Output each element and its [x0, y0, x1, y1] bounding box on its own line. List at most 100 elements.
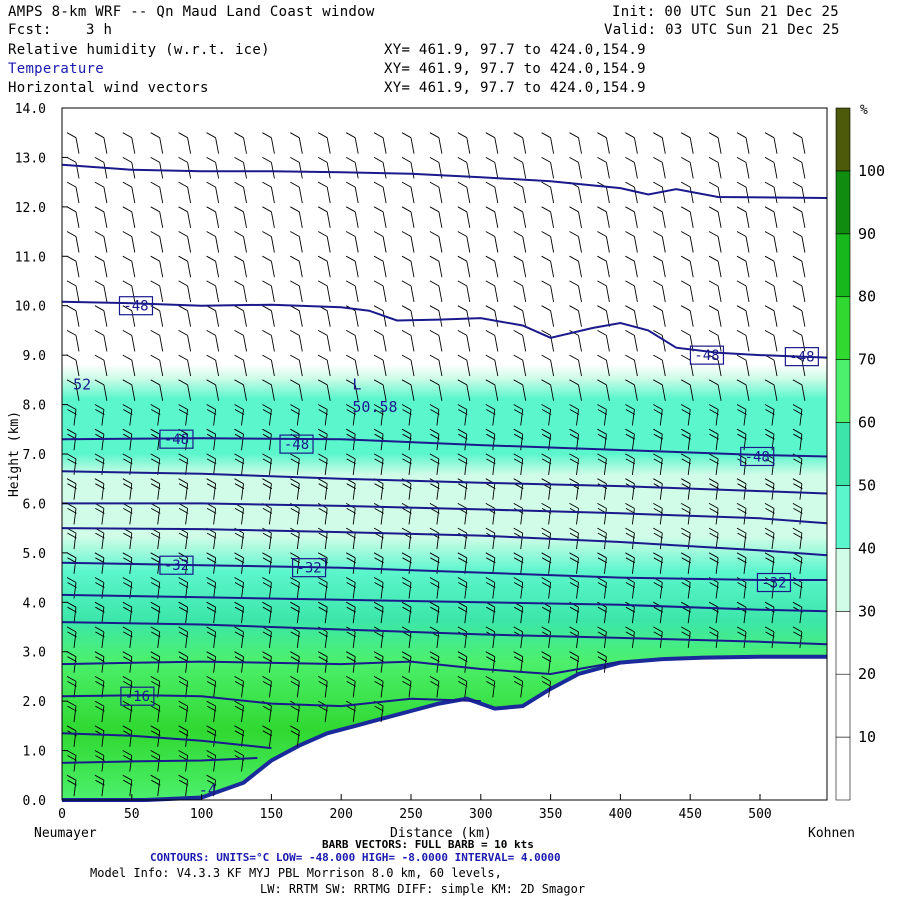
- colorbar-label: 10: [858, 728, 876, 746]
- colorbar-bin: [835, 107, 851, 172]
- x-tick-label: 200: [329, 807, 352, 822]
- contour-label: -32: [296, 561, 321, 577]
- model-info: Model Info: V4.3.3 KF MYJ PBL Morrison 8…: [90, 866, 502, 880]
- contour-label: -16: [125, 689, 150, 705]
- colorbar-label: 40: [858, 539, 876, 557]
- right-endpoint-label: Kohnen: [808, 826, 855, 841]
- field-wind-xy: XY= 461.9, 97.7 to 424.0,154.9: [384, 80, 646, 96]
- y-tick-label: 0.0: [23, 794, 46, 809]
- physics-info: LW: RRTM SW: RRTMG DIFF: simple KM: 2D S…: [260, 882, 586, 896]
- contour-label: -48: [789, 350, 814, 366]
- wind-barb-column: [94, 132, 108, 797]
- y-tick-label: 9.0: [23, 349, 46, 364]
- temperature-contour: [62, 660, 621, 676]
- wind-barb-column: [122, 132, 136, 797]
- wind-barb-column: [150, 132, 164, 797]
- wind-barb-column: [736, 132, 750, 648]
- contour-label-box: [756, 572, 792, 593]
- colorbar-label: 20: [858, 665, 876, 683]
- wind-barbs: [66, 132, 806, 797]
- temperature-contour: [62, 470, 827, 495]
- temperature-contour: [62, 621, 827, 646]
- contour-label-box: [159, 429, 194, 449]
- x-tick-label: 400: [609, 807, 632, 822]
- temperature-contour: [62, 163, 827, 199]
- fcst-value: 3 h: [86, 22, 113, 38]
- colorbar-bin: [835, 736, 851, 801]
- temperature-contour: [62, 757, 258, 764]
- wind-barb-column: [625, 132, 638, 648]
- x-tick-label: 450: [678, 807, 701, 822]
- x-tick-label: 250: [399, 807, 422, 822]
- contour-label-box: [159, 555, 194, 575]
- wind-barb-column: [597, 132, 610, 673]
- colorbar-bin: [835, 359, 851, 423]
- contour-label-box: [689, 345, 725, 365]
- colorbar-bin: [835, 548, 851, 612]
- field-rh-name: Relative humidity (w.r.t. ice): [8, 42, 270, 58]
- colorbar-bin: [835, 296, 851, 360]
- colorbar-unit: %: [860, 103, 868, 118]
- valid-time: Valid: 03 UTC Sun 21 Dec 25: [604, 22, 840, 38]
- wind-barb-column: [206, 132, 220, 797]
- extremum-label: L: [352, 376, 361, 394]
- terrain-line: [62, 654, 827, 802]
- x-axis-title: Distance (km): [390, 826, 492, 841]
- field-rh-xy: XY= 461.9, 97.7 to 424.0,154.9: [384, 42, 646, 58]
- colorbar-label: 60: [858, 414, 876, 432]
- left-endpoint-label: Neumayer: [34, 826, 97, 841]
- axes: 0.0 1.0 2.0 3.0 4.0 5.0 6.0 7.0 8.0 9.0 10.0 11.0 12…: [7, 102, 772, 822]
- y-tick-label: 12.0: [15, 201, 46, 216]
- wind-barb-column: [178, 132, 192, 797]
- contour-label-box: [279, 434, 314, 454]
- colorbar-bin: [835, 673, 851, 738]
- y-tick-label: 14.0: [15, 102, 46, 117]
- contour-label-box: [291, 558, 327, 578]
- temperature-contour: [62, 502, 827, 525]
- colorbar: 10 20 30 40 50 60 70 80 90 100%: [835, 103, 885, 801]
- colorbar-bin: [835, 422, 851, 486]
- x-tick-label: 50: [124, 807, 140, 822]
- x-tick-label: 150: [260, 807, 283, 822]
- colorbar-label: 30: [858, 602, 876, 620]
- temperature-contour: [62, 593, 827, 613]
- contour-label: -48: [745, 449, 770, 465]
- temperature-contour: [62, 527, 827, 557]
- wind-barb-column: [569, 132, 582, 673]
- y-tick-label: 2.0: [23, 695, 46, 710]
- contour-label: -48: [123, 299, 148, 315]
- init-time: Init: 00 UTC Sun 21 Dec 25: [612, 4, 839, 20]
- terrain-mask: [62, 656, 827, 800]
- colorbar-bin: [835, 170, 851, 235]
- y-tick-label: 6.0: [23, 497, 46, 512]
- y-tick-label: 1.0: [23, 745, 46, 760]
- chart-title: AMPS 8-km WRF -- Qn Maud Land Coast wind…: [8, 4, 375, 20]
- contour-label-box: [784, 347, 819, 367]
- contour-label: -48: [694, 348, 719, 364]
- y-tick-label: 8.0: [23, 399, 46, 414]
- contour-label: -48: [164, 432, 189, 448]
- contour-label: -48: [284, 437, 309, 453]
- field-temp-name: Temperature: [8, 61, 105, 77]
- extremum-label: -4: [199, 781, 217, 799]
- temperature-contour: [62, 300, 827, 359]
- contour-labels: -48 -48 -48 -48 -48 -48 -32 -32 -32 -16 52 L 50.58 -4: [73, 296, 819, 799]
- fcst-label: Fcst:: [8, 22, 52, 38]
- x-tick-label: 100: [190, 807, 213, 822]
- extremum-label: 52: [73, 376, 91, 394]
- y-tick-label: 11.0: [15, 250, 46, 265]
- wind-barb-column: [317, 132, 331, 723]
- y-tick-label: 7.0: [23, 448, 46, 463]
- wind-barb-column: [764, 132, 778, 648]
- colorbar-bin: [835, 610, 851, 675]
- contours-info: CONTOURS: UNITS=°C LOW= -48.000 HIGH= -8…: [150, 851, 561, 864]
- wind-barb-column: [653, 132, 666, 648]
- wind-barb-column: [792, 132, 806, 648]
- colorbar-label: 70: [858, 351, 876, 369]
- colorbar-label: 80: [858, 288, 876, 306]
- x-tick-label: 350: [539, 807, 562, 822]
- colorbar-bin: [835, 233, 851, 298]
- wind-barb-column: [345, 132, 359, 723]
- y-tick-label: 13.0: [15, 151, 46, 166]
